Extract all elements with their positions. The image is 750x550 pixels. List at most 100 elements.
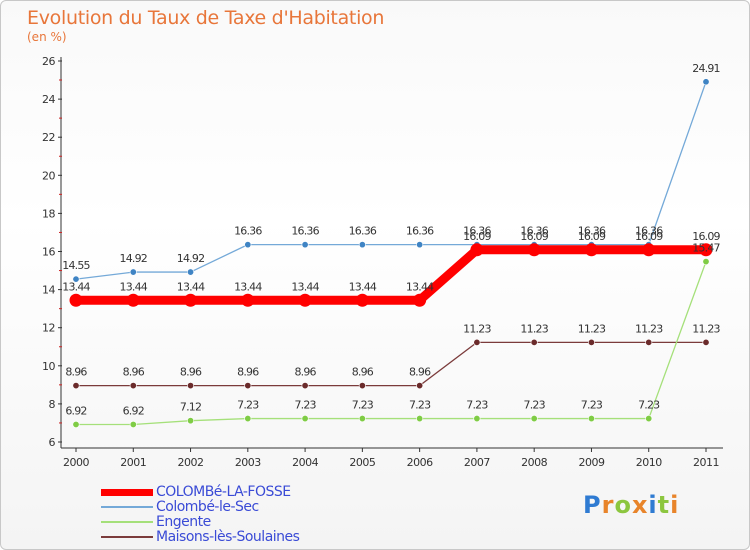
point-marker [470, 243, 484, 257]
point-marker [72, 275, 80, 283]
data-label: 11.23 [520, 322, 548, 335]
data-label: 8.96 [352, 366, 374, 379]
series-lines [71, 81, 711, 426]
data-label: 13.44 [291, 280, 319, 293]
data-label: 7.23 [294, 399, 316, 412]
data-label: 16.36 [635, 225, 663, 238]
data-label: 8.96 [294, 366, 316, 379]
data-label: 8.96 [65, 366, 87, 379]
point-marker [69, 293, 83, 307]
data-label: 7.23 [638, 399, 660, 412]
logo-letter: P [583, 491, 602, 519]
y-tick-label: 12 [42, 322, 55, 335]
series-line-3 [75, 341, 707, 387]
point-marker [702, 258, 710, 266]
legend-swatch-colombe-le-sec [101, 506, 153, 508]
point-marker [358, 382, 366, 390]
y-tick-label: 26 [42, 55, 55, 68]
proxiti-logo: Proxiti [583, 491, 679, 519]
series-line-2 [75, 260, 707, 426]
data-label: 16.36 [578, 225, 606, 238]
data-label: 16.36 [234, 225, 262, 238]
data-label: 7.12 [180, 401, 201, 414]
legend-swatch-colombe-la-fosse [101, 489, 153, 496]
data-label: 7.23 [581, 399, 603, 412]
logo-letter: o [614, 491, 632, 519]
point-marker [72, 382, 80, 390]
legend-swatch-engente [101, 521, 153, 523]
series-markers [69, 78, 713, 428]
chart-subtitle: (en %) [27, 30, 67, 44]
point-marker [587, 415, 595, 423]
point-marker [241, 293, 255, 307]
point-marker [301, 382, 309, 390]
x-tick-label: 2010 [636, 456, 662, 469]
point-marker [530, 415, 538, 423]
point-marker [699, 243, 713, 257]
data-label: 7.23 [409, 399, 431, 412]
point-marker [358, 415, 366, 423]
data-label: 14.55 [62, 259, 90, 272]
point-marker [530, 338, 538, 346]
y-tick-label: 6 [49, 436, 56, 449]
data-label: 14.92 [120, 252, 148, 265]
x-tick-label: 2009 [578, 456, 604, 469]
data-label: 16.09 [692, 230, 720, 243]
x-tick-label: 2008 [521, 456, 547, 469]
x-tick-label: 2011 [693, 456, 719, 469]
data-label: 14.92 [177, 252, 205, 265]
data-label: 11.23 [635, 322, 663, 335]
data-label: 16.36 [463, 225, 491, 238]
data-label: 8.96 [123, 366, 145, 379]
point-marker [645, 338, 653, 346]
point-marker [355, 293, 369, 307]
data-label: 11.23 [463, 322, 491, 335]
y-tick-label: 8 [49, 398, 56, 411]
logo-letter: t [657, 491, 671, 519]
legend-swatch-maisons-les-soulaines [101, 536, 153, 538]
legend-label: Maisons-lès-Soulaines [156, 529, 300, 545]
point-marker [129, 420, 137, 428]
logo-letter: i [670, 491, 680, 519]
data-label: 6.92 [65, 404, 86, 417]
point-marker [187, 417, 195, 425]
data-label: 7.23 [466, 399, 488, 412]
logo-letter: r [601, 491, 615, 519]
point-marker [358, 241, 366, 249]
point-marker [301, 415, 309, 423]
data-label: 16.09 [520, 230, 548, 243]
point-marker [129, 382, 137, 390]
x-tick-label: 2004 [292, 456, 318, 469]
data-labels: 13.44 13.44 13.44 13.44 13.44 13.44 13.44 16.09… [62, 62, 721, 418]
point-marker [187, 382, 195, 390]
data-label: 15.47 [692, 242, 720, 255]
point-marker [126, 293, 140, 307]
point-marker [642, 243, 656, 257]
y-tick-label: 20 [42, 169, 55, 182]
data-label: 6.92 [123, 404, 144, 417]
point-marker [184, 293, 198, 307]
point-marker [244, 382, 252, 390]
data-label: 8.96 [237, 366, 259, 379]
point-marker [244, 415, 252, 423]
point-marker [298, 293, 312, 307]
y-tick-label: 22 [42, 131, 55, 144]
x-tick-label: 2002 [178, 456, 204, 469]
data-label: 11.23 [692, 322, 720, 335]
point-marker [301, 241, 309, 249]
data-label: 16.36 [520, 225, 548, 238]
data-label: 13.44 [177, 280, 205, 293]
data-label: 8.96 [409, 366, 431, 379]
data-label: 8.96 [180, 366, 202, 379]
logo-letter: x [631, 491, 649, 519]
point-marker [527, 243, 541, 257]
legend-label: Engente [156, 514, 211, 530]
data-label: 7.23 [237, 399, 259, 412]
point-marker [645, 415, 653, 423]
x-tick-label: 2006 [407, 456, 433, 469]
data-label: 16.36 [406, 225, 434, 238]
legend-label: COLOMBé-LA-FOSSE [156, 484, 291, 500]
x-tick-label: 2001 [120, 456, 146, 469]
